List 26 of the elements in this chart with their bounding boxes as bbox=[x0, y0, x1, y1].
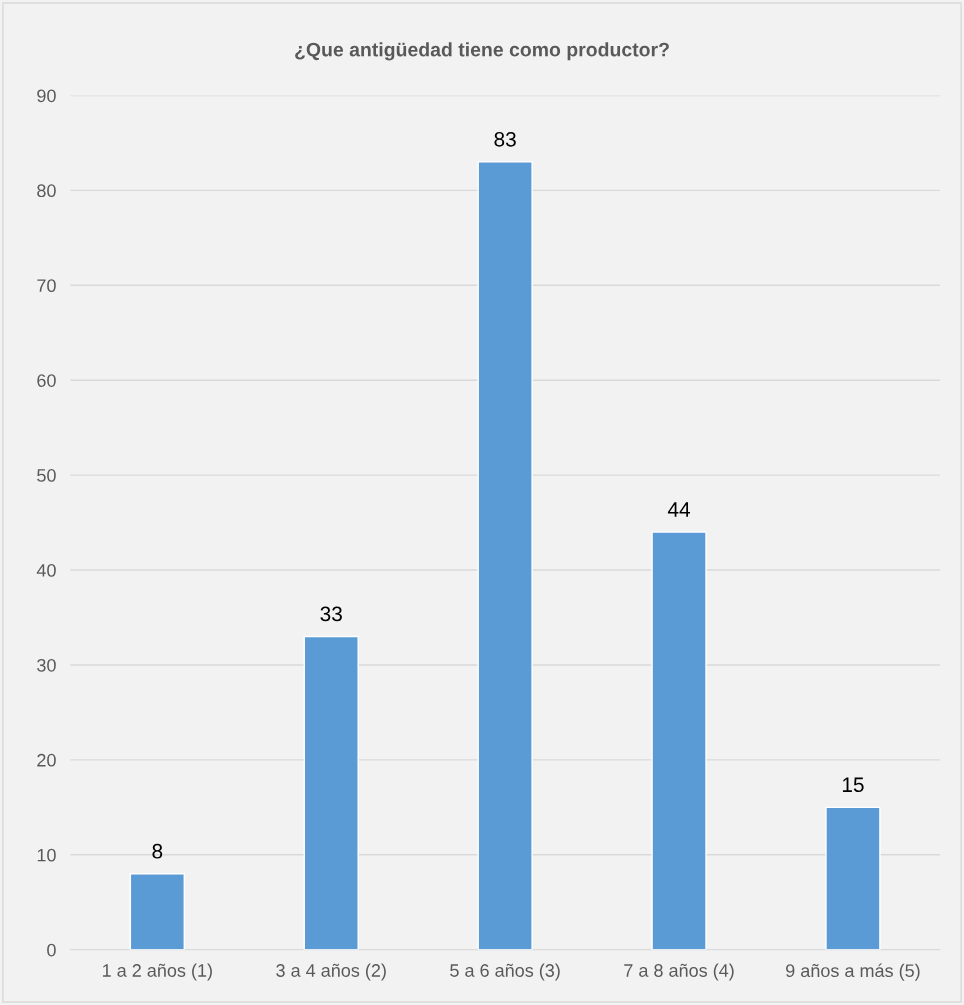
x-tick-label: 3 a 4 años (2) bbox=[276, 963, 386, 981]
bar bbox=[477, 161, 533, 950]
data-label: 83 bbox=[494, 131, 516, 147]
x-tick-label: 5 a 6 años (3) bbox=[450, 963, 560, 981]
bar bbox=[129, 873, 185, 950]
y-tick-label: 20 bbox=[37, 753, 56, 767]
y-tick-label: 0 bbox=[47, 943, 56, 957]
y-tick-label: 70 bbox=[37, 279, 56, 293]
bar bbox=[651, 531, 707, 950]
y-tick-label: 40 bbox=[36, 563, 56, 577]
data-label: 44 bbox=[667, 502, 691, 517]
bar bbox=[825, 806, 881, 950]
y-tick-label: 60 bbox=[37, 374, 56, 387]
x-tick-label: 7 a 8 años (4) bbox=[624, 963, 734, 981]
data-label: 8 bbox=[152, 843, 163, 859]
y-tick-label: 50 bbox=[37, 469, 56, 482]
y-tick-label: 30 bbox=[37, 658, 56, 672]
bar bbox=[303, 635, 359, 950]
x-tick-label: 9 años a más (5) bbox=[786, 963, 920, 981]
data-label: 15 bbox=[842, 777, 864, 793]
y-tick-label: 10 bbox=[37, 848, 56, 862]
chart-title: ¿Que antigüedad tiene como productor? bbox=[295, 42, 669, 61]
data-label: 33 bbox=[320, 606, 342, 622]
x-tick-label: 1 a 2 años (1) bbox=[103, 963, 212, 981]
y-tick-label: 80 bbox=[37, 184, 56, 198]
y-tick-label: 90 bbox=[37, 89, 56, 103]
